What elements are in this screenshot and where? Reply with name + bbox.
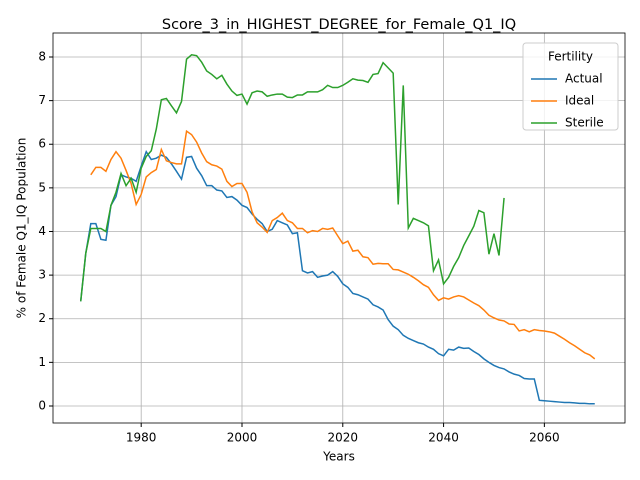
chart-title: Score_3_in_HIGHEST_DEGREE_for_Female_Q1_… bbox=[162, 17, 516, 33]
legend-title: Fertility bbox=[548, 50, 593, 64]
legend-label: Sterile bbox=[565, 116, 604, 130]
legend-label: Ideal bbox=[565, 94, 594, 108]
y-tick-label: 6 bbox=[38, 137, 46, 151]
legend-label: Actual bbox=[565, 72, 603, 86]
line-series bbox=[90, 129, 596, 360]
y-tick-label: 5 bbox=[38, 180, 46, 194]
y-tick-label: 7 bbox=[38, 93, 46, 107]
legend-box bbox=[522, 42, 619, 131]
y-axis-label: % of Female Q1_IQ Population bbox=[15, 138, 29, 319]
x-tick-label: 2040 bbox=[428, 431, 459, 445]
plot-frame bbox=[52, 32, 626, 424]
y-tick-label: 4 bbox=[38, 224, 46, 238]
line-series bbox=[79, 149, 595, 405]
x-tick-label: 1980 bbox=[126, 431, 157, 445]
y-tick-label: 3 bbox=[38, 268, 46, 282]
x-tick-label: 2020 bbox=[328, 431, 359, 445]
y-tick-label: 2 bbox=[38, 311, 46, 325]
y-tick-label: 0 bbox=[38, 398, 46, 412]
y-tick-label: 1 bbox=[38, 355, 46, 369]
x-tick-label: 2000 bbox=[227, 431, 258, 445]
line-series bbox=[79, 54, 505, 302]
x-tick-label: 2060 bbox=[529, 431, 560, 445]
x-axis-label: Years bbox=[322, 450, 355, 464]
y-tick-label: 8 bbox=[38, 49, 46, 63]
